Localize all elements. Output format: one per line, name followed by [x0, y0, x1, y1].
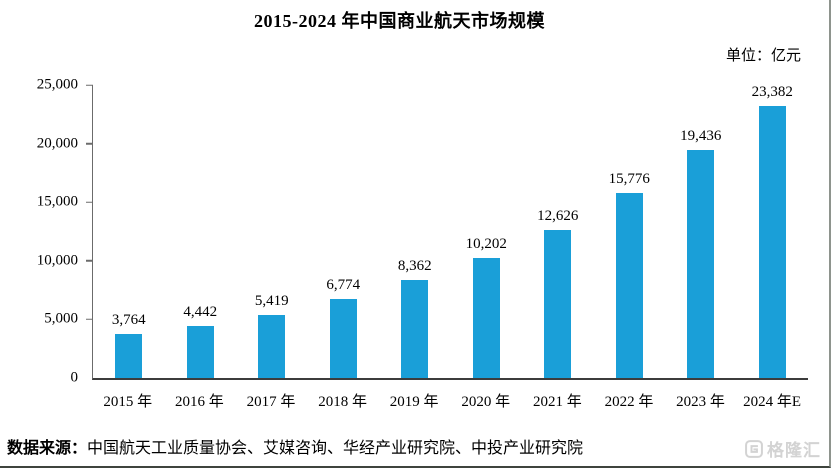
- bar-column: 6,774: [308, 85, 380, 378]
- bar-column: 10,202: [451, 85, 523, 378]
- y-axis-tick-label: 0: [70, 369, 79, 386]
- bar: [329, 298, 357, 378]
- y-axis-tick: [86, 142, 93, 145]
- bar-value-label: 19,436: [680, 128, 722, 145]
- bar-value-label: 3,764: [111, 311, 146, 328]
- y-axis-tick: [86, 201, 93, 203]
- bar-column: 3,764: [93, 85, 165, 378]
- bar-column: 19,436: [665, 85, 737, 378]
- bar-value-label: 12,626: [537, 208, 579, 225]
- bar-value-label: 4,442: [183, 303, 218, 320]
- bar: [258, 314, 286, 378]
- bar-value-label: 23,382: [751, 84, 793, 100]
- data-source: 数据来源：中国航天工业质量协会、艾媒咨询、华经产业研究院、中投产业研究院: [7, 434, 583, 458]
- bar: [115, 333, 143, 378]
- bar-column: 8,362: [379, 85, 451, 378]
- bar: [687, 150, 715, 378]
- x-axis-category-label: 2016 年: [175, 394, 224, 410]
- x-axis-category-label: 2019 年: [389, 394, 439, 410]
- y-axis-tick-label: 25,000: [36, 76, 78, 93]
- bar-column: 12,626: [522, 85, 594, 378]
- chart-title: 2015-2024 年中国商业航天市场规模: [254, 11, 545, 31]
- bar: [544, 230, 572, 378]
- x-axis-category-label: 2024 年E: [743, 394, 802, 410]
- y-axis-tick: [86, 318, 93, 321]
- bar: [401, 280, 429, 378]
- y-axis-tick-label: 10,000: [36, 252, 78, 269]
- bar-value-label: 5,419: [254, 292, 289, 309]
- x-axis-labels: 2015 年 2016 年 2017 年 2018 年 2019 年 2020 年 2021…: [92, 390, 808, 411]
- bar-column: 23,382: [737, 85, 809, 378]
- x-axis-category-label: 2015 年: [103, 394, 153, 410]
- bar: [472, 258, 500, 378]
- bar-value-label: 10,202: [465, 236, 507, 253]
- x-axis-category-label: 2018 年: [318, 394, 367, 410]
- bar: [186, 325, 214, 378]
- y-axis-tick: [86, 84, 93, 86]
- x-axis-category-label: 2020 年: [461, 394, 511, 410]
- y-axis-tick-label: 15,000: [36, 193, 78, 210]
- bar-value-label: 6,774: [326, 276, 361, 293]
- y-axis-tick-label: 5,000: [44, 310, 78, 327]
- x-axis-category-label: 2017 年: [246, 394, 296, 410]
- data-source-prefix: 数据来源：: [7, 440, 88, 457]
- gelonghui-logo-icon: [744, 439, 764, 459]
- watermark-brand-text: 格隆汇: [767, 441, 821, 460]
- plot-area: 3,764 4,442 5,419 6,774 8,362 10,202 12,626 15,…: [37, 77, 808, 385]
- bar-value-label: 15,776: [608, 171, 650, 188]
- x-axis-category-label: 2022 年: [604, 394, 654, 410]
- bar: [758, 106, 786, 378]
- bars-container: 3,764 4,442 5,419 6,774 8,362 10,202 12,626 15,…: [93, 85, 808, 378]
- bar-column: 5,419: [236, 85, 308, 378]
- x-axis-category-label: 2021 年: [532, 394, 582, 410]
- bar-value-label: 8,362: [397, 258, 432, 274]
- data-source-text: 中国航天工业质量协会、艾媒咨询、华经产业研究院、中投产业研究院: [87, 440, 584, 457]
- bar: [615, 193, 643, 378]
- bar-column: 4,442: [165, 85, 237, 378]
- y-axis-tick-label: 20,000: [36, 135, 78, 152]
- unit-label: 单位：亿元: [725, 48, 801, 64]
- bar-column: 15,776: [594, 85, 666, 378]
- y-axis-tick: [86, 260, 93, 262]
- x-axis-category-label: 2023 年: [676, 394, 725, 410]
- watermark: 格隆汇: [744, 436, 821, 461]
